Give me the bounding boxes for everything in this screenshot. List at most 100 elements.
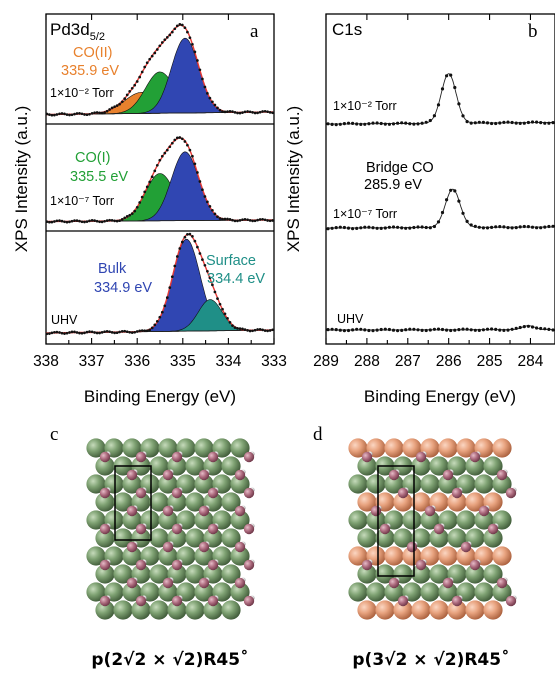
data-point xyxy=(253,219,257,223)
oxygen-atom xyxy=(451,487,463,499)
oxygen-atom xyxy=(135,559,147,571)
data-point xyxy=(118,102,121,106)
data-point xyxy=(391,225,396,229)
data-point xyxy=(256,328,259,331)
data-point xyxy=(261,110,264,113)
data-point xyxy=(98,111,101,115)
condition-b-row3: UHV xyxy=(337,312,364,326)
data-point xyxy=(125,93,129,97)
substrate-atom xyxy=(95,492,115,512)
data-point xyxy=(188,148,192,152)
data-point xyxy=(266,110,269,114)
data-point xyxy=(75,112,79,115)
substrate-atom xyxy=(185,456,205,476)
data-point xyxy=(148,57,152,61)
substrate-atom-bridge xyxy=(456,438,476,458)
substrate-atom xyxy=(492,474,512,494)
oxygen-atom xyxy=(496,469,508,481)
data-point xyxy=(526,120,531,125)
data-point xyxy=(383,327,387,331)
data-point xyxy=(123,216,127,220)
data-point xyxy=(457,199,461,203)
data-point xyxy=(118,330,121,334)
data-point xyxy=(457,102,461,106)
data-point xyxy=(387,225,391,229)
data-point xyxy=(78,112,81,115)
substrate-atom xyxy=(348,582,368,602)
data-point xyxy=(108,108,111,111)
data-point xyxy=(428,226,432,230)
data-point xyxy=(168,145,172,149)
data-point xyxy=(424,328,428,333)
data-point xyxy=(514,121,518,125)
substrate-atom xyxy=(113,528,133,548)
data-point xyxy=(420,121,424,125)
data-point xyxy=(473,121,477,125)
data-point xyxy=(506,120,510,124)
data-point xyxy=(449,328,453,333)
data-point xyxy=(253,328,257,332)
substrate-atom xyxy=(113,492,133,512)
data-point xyxy=(346,328,351,333)
data-point xyxy=(248,329,252,333)
annotation-co-ii-label: CO(II) xyxy=(73,45,112,61)
data-point xyxy=(469,121,473,125)
annotation-co-ii-value: 335.9 eV xyxy=(61,63,119,79)
substrate-atom xyxy=(122,582,142,602)
data-point xyxy=(180,240,184,244)
oxygen-atom xyxy=(162,577,174,589)
data-point xyxy=(338,122,342,126)
data-point xyxy=(226,316,229,320)
data-point xyxy=(153,169,157,173)
substrate-atom xyxy=(185,528,205,548)
data-point xyxy=(115,104,119,107)
data-point xyxy=(424,120,428,124)
data-point xyxy=(108,330,111,334)
data-point xyxy=(70,219,74,223)
data-point xyxy=(502,328,506,332)
data-point xyxy=(551,121,555,125)
data-point xyxy=(160,154,164,158)
data-point xyxy=(213,103,217,107)
data-point xyxy=(133,330,137,334)
data-point xyxy=(461,114,465,118)
panel-a-x-axis-label: Binding Energy (eV) xyxy=(84,387,236,406)
oxygen-atom xyxy=(388,577,400,589)
data-point xyxy=(428,328,432,332)
data-point xyxy=(355,327,359,331)
data-point xyxy=(206,200,209,204)
data-point xyxy=(334,328,338,332)
annotation-bulk-label: Bulk xyxy=(98,261,127,277)
data-point xyxy=(457,328,461,332)
data-point xyxy=(88,219,91,223)
data-point xyxy=(155,48,159,51)
data-point xyxy=(120,218,124,221)
substrate-atom xyxy=(411,564,431,584)
data-point xyxy=(201,258,204,261)
substrate-atom xyxy=(393,528,413,548)
data-point xyxy=(436,220,441,224)
data-point xyxy=(424,225,428,230)
substrate-atom-bridge xyxy=(357,492,377,512)
data-point xyxy=(150,326,154,330)
data-point xyxy=(60,331,64,335)
substrate-atom xyxy=(122,510,142,530)
x-tick-label-b: 285 xyxy=(477,353,503,370)
data-point xyxy=(498,121,502,125)
data-point xyxy=(193,162,197,166)
data-point xyxy=(180,137,184,141)
panel-b-letter: b xyxy=(528,21,538,42)
panel-b: 28928828728628528428 C1s b 1×10⁻² Torr B… xyxy=(284,13,555,406)
data-point xyxy=(530,325,535,329)
unit-cell-c xyxy=(114,465,152,541)
oxygen-atom xyxy=(135,487,147,499)
substrate-atom xyxy=(113,600,133,620)
substrate-atom xyxy=(438,474,458,494)
data-point xyxy=(60,219,64,223)
substrate-atom xyxy=(474,474,494,494)
data-point xyxy=(547,327,551,331)
substrate-atom xyxy=(230,546,250,566)
data-point xyxy=(530,120,535,124)
substrate-atom xyxy=(158,474,178,494)
substrate-atom-bridge xyxy=(384,438,404,458)
